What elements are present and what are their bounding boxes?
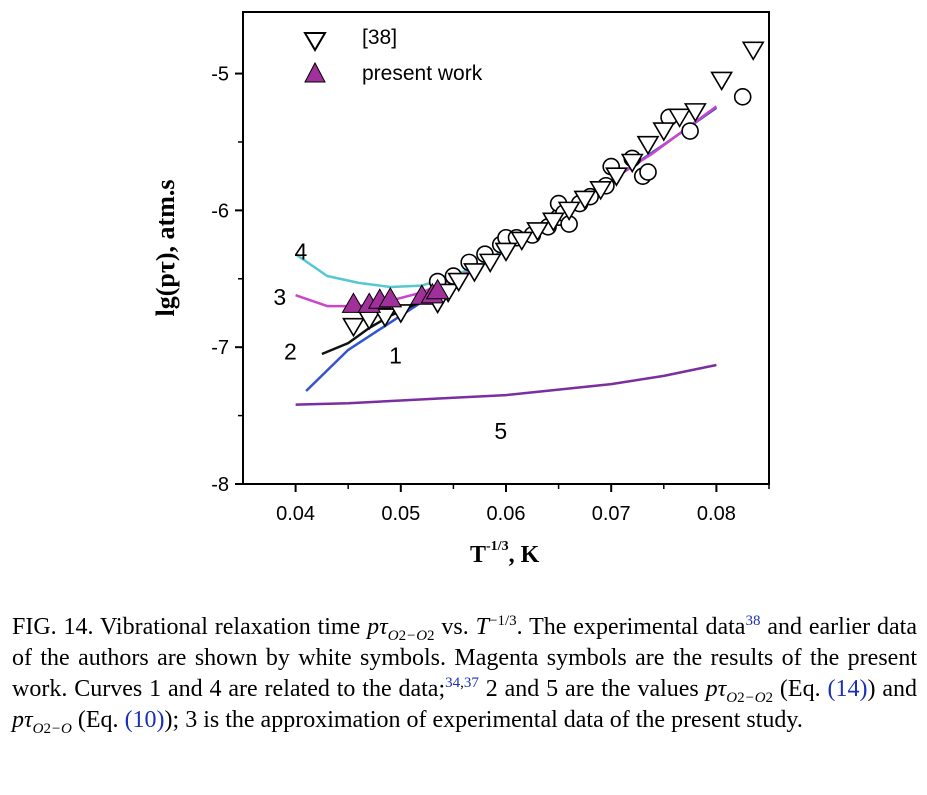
y-axis-label: lg(pτ), atm.s	[151, 180, 180, 317]
ref38-data-point	[741, 41, 765, 61]
ref38-data-point	[342, 317, 365, 338]
legend-marker-ref38	[303, 32, 327, 52]
legend: [38] present work	[303, 26, 483, 85]
ref38-data-point	[447, 272, 471, 293]
ref38-data-point	[636, 135, 660, 156]
x-axis-label-unit: , K	[509, 542, 540, 568]
curve-label-curve2: 2	[284, 339, 297, 365]
ref38-data-point	[710, 71, 734, 91]
equation-link-14[interactable]: (14)	[827, 676, 868, 702]
axes-ticks: 0.04 0.05 0.06 0.07 0.08 -8 -7 -6 -5	[211, 64, 770, 525]
x-tick-label: 0.08	[697, 503, 736, 525]
caption-fig-label: FIG. 14.	[12, 614, 94, 640]
x-axis-label-main: T	[470, 542, 486, 568]
x-tick-label: 0.05	[381, 503, 420, 525]
series-line-curve5	[295, 363, 717, 406]
x-axis-label: T-1/3, K	[470, 539, 540, 568]
present-work-data-point	[341, 292, 366, 313]
y-tick-label: -5	[211, 64, 229, 86]
chart: 0.04 0.05 0.06 0.07 0.08 -8 -7 -6 -5 1 2 34 5 [38] …	[151, 11, 770, 568]
legend-marker-present	[304, 61, 326, 83]
ref38-data-point	[620, 153, 644, 174]
earlier-data-point	[681, 122, 699, 140]
x-tick-label: 0.04	[276, 503, 315, 525]
curve-label-curve1: 1	[389, 343, 402, 369]
present-work-data-point	[378, 286, 403, 308]
ref38-data-point	[557, 201, 581, 221]
curve-label-curve5: 5	[494, 418, 507, 444]
legend-label-ref38: [38]	[362, 26, 397, 49]
x-tick-label: 0.07	[592, 503, 631, 525]
ref38-data-point	[573, 190, 597, 211]
x-tick-label: 0.06	[487, 503, 526, 525]
ref38-data-point	[605, 167, 628, 187]
ref38-data-point	[373, 308, 397, 328]
citation-34[interactable]: 34	[445, 675, 461, 691]
ref38-data-point	[652, 122, 676, 142]
ref38-data-point	[683, 103, 707, 123]
ref38-data-point	[478, 253, 502, 273]
ref38-data-point	[510, 231, 534, 252]
y-tick-label: -8	[211, 474, 229, 496]
curve-label-curve4: 4	[294, 239, 307, 265]
present-work-data-point	[425, 278, 450, 300]
y-tick-label: -6	[211, 200, 229, 222]
ref38-data-point	[463, 263, 486, 283]
earlier-data-point	[733, 88, 752, 106]
ref38-data-point	[526, 222, 549, 242]
citation-37[interactable]: 37	[463, 675, 479, 691]
ref38-data-point	[541, 212, 565, 232]
markers	[341, 41, 765, 338]
ref38-data-point	[389, 304, 413, 324]
ref38-data-point	[494, 242, 518, 262]
equation-link-10[interactable]: (10)	[124, 707, 165, 733]
curve-labels: 1 2 34 5	[273, 239, 507, 444]
x-axis-label-sup: -1/3	[486, 539, 509, 554]
ref38-data-point	[668, 108, 691, 128]
curve-label-curve3: 3	[273, 284, 286, 310]
y-tick-label: -7	[211, 337, 229, 359]
legend-label-present: present work	[362, 62, 483, 85]
citation-38[interactable]: 38	[745, 613, 761, 629]
figure-caption: FIG. 14. Vibrational relaxation time pτO…	[12, 613, 917, 737]
ref38-data-point	[589, 181, 613, 201]
earlier-data-point	[639, 163, 657, 181]
